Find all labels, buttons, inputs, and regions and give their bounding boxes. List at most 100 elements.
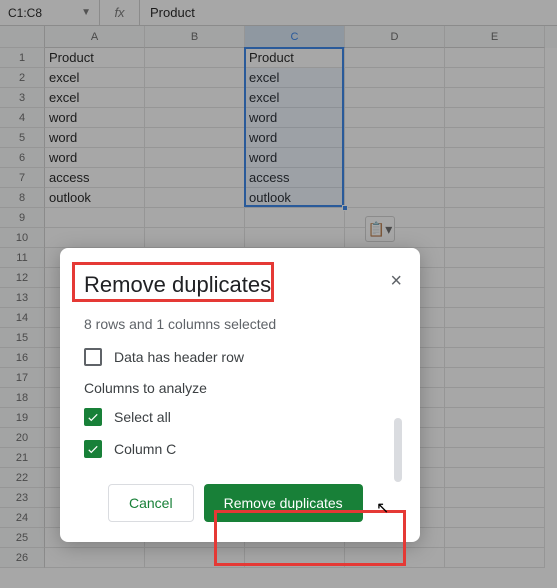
cell[interactable] [445, 388, 545, 408]
cell[interactable]: word [45, 108, 145, 128]
cell[interactable]: excel [45, 68, 145, 88]
paste-options-icon[interactable]: 📋▾ [365, 216, 395, 242]
cell[interactable] [345, 88, 445, 108]
row-header[interactable]: 1 [0, 48, 45, 68]
cell[interactable] [345, 128, 445, 148]
row-header[interactable]: 19 [0, 408, 45, 428]
cell[interactable] [145, 148, 245, 168]
select-all-checkbox[interactable] [84, 408, 102, 426]
column-c-checkbox[interactable] [84, 440, 102, 458]
cell[interactable] [445, 468, 545, 488]
cell[interactable] [345, 148, 445, 168]
row-header[interactable]: 3 [0, 88, 45, 108]
cell[interactable]: excel [245, 88, 345, 108]
cell[interactable] [145, 208, 245, 228]
cell[interactable] [445, 448, 545, 468]
cell[interactable] [345, 228, 445, 248]
row-header[interactable]: 9 [0, 208, 45, 228]
row-header[interactable]: 17 [0, 368, 45, 388]
row-header[interactable]: 21 [0, 448, 45, 468]
cell[interactable] [145, 68, 245, 88]
cell[interactable]: excel [245, 68, 345, 88]
cell[interactable] [45, 228, 145, 248]
row-header[interactable]: 18 [0, 388, 45, 408]
cell[interactable] [445, 188, 545, 208]
cell[interactable]: word [245, 148, 345, 168]
cell[interactable]: outlook [45, 188, 145, 208]
row-header[interactable]: 8 [0, 188, 45, 208]
select-all-corner[interactable] [0, 26, 45, 48]
row-header[interactable]: 5 [0, 128, 45, 148]
cell[interactable] [345, 48, 445, 68]
cell[interactable] [445, 88, 545, 108]
cell[interactable] [245, 548, 345, 568]
cell[interactable]: access [45, 168, 145, 188]
cell[interactable]: word [45, 128, 145, 148]
cell[interactable] [345, 168, 445, 188]
row-header[interactable]: 14 [0, 308, 45, 328]
cell[interactable]: word [245, 128, 345, 148]
cell[interactable] [145, 548, 245, 568]
column-header-b[interactable]: B [145, 26, 245, 48]
cell[interactable] [445, 208, 545, 228]
cell[interactable] [445, 308, 545, 328]
cell[interactable]: outlook [245, 188, 345, 208]
name-box[interactable]: C1:C8 ▼ [0, 0, 100, 25]
cell[interactable] [445, 428, 545, 448]
cell[interactable] [445, 228, 545, 248]
selection-handle[interactable] [342, 205, 348, 211]
cell[interactable] [145, 228, 245, 248]
cell[interactable]: access [245, 168, 345, 188]
row-header[interactable]: 15 [0, 328, 45, 348]
cell[interactable] [445, 128, 545, 148]
row-header[interactable]: 26 [0, 548, 45, 568]
formula-input[interactable]: Product [140, 0, 557, 26]
cell[interactable] [445, 488, 545, 508]
cell[interactable] [345, 188, 445, 208]
cell[interactable] [445, 248, 545, 268]
cell[interactable]: excel [45, 88, 145, 108]
cell[interactable] [145, 88, 245, 108]
cell[interactable]: word [245, 108, 345, 128]
column-header-d[interactable]: D [345, 26, 445, 48]
cell[interactable] [445, 328, 545, 348]
cell[interactable] [45, 548, 145, 568]
row-header[interactable]: 24 [0, 508, 45, 528]
cell[interactable]: Product [45, 48, 145, 68]
row-header[interactable]: 22 [0, 468, 45, 488]
cell[interactable] [445, 508, 545, 528]
cell[interactable] [445, 548, 545, 568]
cell[interactable] [445, 348, 545, 368]
row-header[interactable]: 13 [0, 288, 45, 308]
row-header[interactable]: 12 [0, 268, 45, 288]
cell[interactable] [445, 168, 545, 188]
cell[interactable] [445, 368, 545, 388]
cell[interactable] [445, 268, 545, 288]
cell[interactable] [445, 108, 545, 128]
cell[interactable] [45, 208, 145, 228]
cell[interactable] [245, 208, 345, 228]
row-header[interactable]: 16 [0, 348, 45, 368]
cancel-button[interactable]: Cancel [108, 484, 194, 522]
row-header[interactable]: 11 [0, 248, 45, 268]
cell[interactable] [445, 288, 545, 308]
cell[interactable] [445, 408, 545, 428]
cell[interactable] [445, 68, 545, 88]
close-icon[interactable]: × [390, 270, 402, 293]
cell[interactable] [345, 208, 445, 228]
row-header[interactable]: 4 [0, 108, 45, 128]
cell[interactable] [445, 148, 545, 168]
dialog-scrollbar[interactable] [394, 418, 402, 482]
row-header[interactable]: 6 [0, 148, 45, 168]
column-header-a[interactable]: A [45, 26, 145, 48]
row-header[interactable]: 20 [0, 428, 45, 448]
row-header[interactable]: 25 [0, 528, 45, 548]
cell[interactable] [345, 68, 445, 88]
cell[interactable] [145, 128, 245, 148]
cell[interactable] [345, 548, 445, 568]
row-header[interactable]: 10 [0, 228, 45, 248]
cell[interactable] [145, 108, 245, 128]
column-header-c[interactable]: C [245, 26, 345, 48]
row-header[interactable]: 23 [0, 488, 45, 508]
cell[interactable] [145, 48, 245, 68]
